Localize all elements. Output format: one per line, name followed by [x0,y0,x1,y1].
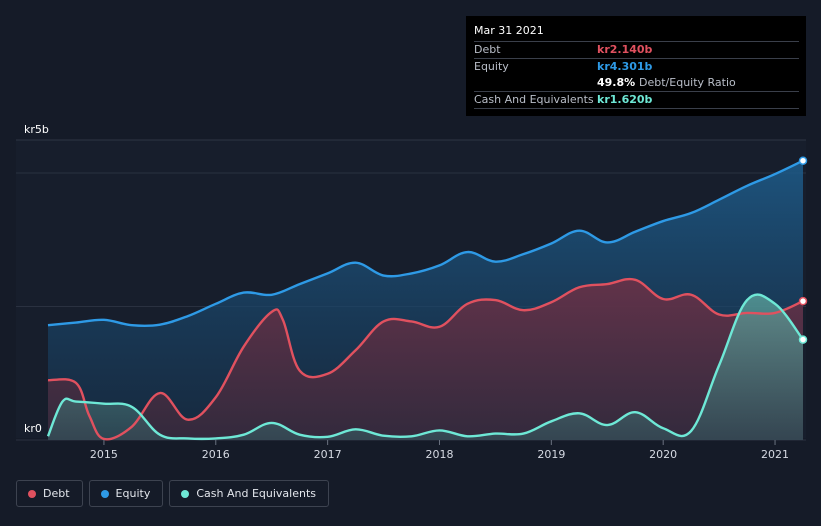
cash-dot-icon [181,489,190,498]
debt-dot-icon [28,489,36,498]
tooltip-debt-value: kr2.140b [597,43,653,56]
tooltip-ratio-label: Debt/Equity Ratio [639,76,736,89]
tooltip-row-debt: Debt kr2.140b [474,41,799,58]
x-tick-label-2021: 2021 [761,448,789,461]
x-tick-label-2019: 2019 [537,448,565,461]
legend-item-debt[interactable]: Debt [16,480,83,507]
equity-end-marker [798,156,808,165]
x-tick-label-2016: 2016 [202,448,230,461]
tooltip-ratio-value: 49.8% [597,76,636,89]
tooltip-cash-value: kr1.620b [597,93,653,106]
equity-dot-icon [100,489,109,498]
tooltip-cash-label: Cash And Equivalents [474,93,594,106]
tooltip-row-equity: Equity kr4.301b [474,58,799,75]
chart-tooltip: Mar 31 2021 Debt kr2.140b Equity kr4.301… [466,16,806,116]
x-tick-label-2020: 2020 [649,448,677,461]
legend-debt-label: Debt [43,487,70,500]
tooltip-equity-value: kr4.301b [597,60,653,73]
tooltip-row-cash: Cash And Equivalents kr1.620b [474,91,799,109]
tooltip-equity-label: Equity [474,60,509,73]
tooltip-debt-label: Debt [474,43,501,56]
tooltip-ratio: 49.8% Debt/Equity Ratio [597,75,736,91]
y-axis-bottom-label: kr0 [24,422,42,435]
series-areas [48,160,803,440]
tooltip-date: Mar 31 2021 [474,24,544,37]
legend-item-equity[interactable]: Equity [88,480,164,507]
debt-area [48,279,803,440]
legend-cash-label: Cash And Equivalents [196,487,316,500]
x-tick-label-2015: 2015 [90,448,118,461]
tooltip-row-ratio: 49.8% Debt/Equity Ratio [474,75,799,91]
legend-equity-label: Equity [115,487,151,500]
chart-legend: Debt Equity Cash And Equivalents [16,480,329,507]
series-lines [46,159,804,441]
x-axis-ticks: 2015 2016 2017 2018 2019 2020 2021 [90,440,789,461]
debt-end-marker [798,296,808,306]
equity-line [47,159,804,328]
legend-item-cash[interactable]: Cash And Equivalents [169,480,329,507]
cash-end-marker [798,335,808,344]
end-markers [798,156,808,344]
x-tick-label-2018: 2018 [425,448,453,461]
debt-line [47,277,804,441]
cash-line [46,293,804,441]
x-tick-label-2017: 2017 [314,448,342,461]
y-axis-top-label: kr5b [24,123,49,136]
cash-area [48,294,803,440]
